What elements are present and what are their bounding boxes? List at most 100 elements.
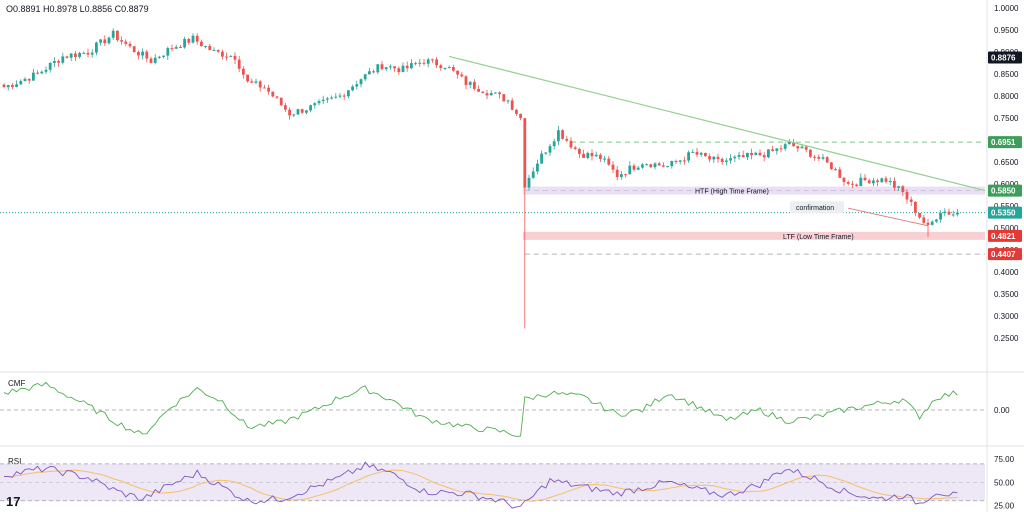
candle-body (737, 155, 741, 157)
candle-body (435, 59, 438, 66)
candle-body (137, 51, 140, 56)
candle-body (863, 177, 867, 181)
candle-body (158, 56, 161, 58)
candle-body (99, 39, 102, 43)
candle-body (867, 180, 871, 184)
ltf-zone (522, 231, 985, 240)
candle-body (212, 49, 216, 51)
candle-body (48, 62, 52, 70)
annotation-confirmation: confirmation (796, 205, 834, 212)
candle-body (704, 152, 707, 157)
candle-body (330, 97, 333, 99)
cmf-title: CMF (8, 379, 25, 388)
candle-body (124, 41, 128, 44)
candle-body (930, 221, 934, 225)
candle-body (229, 55, 233, 57)
candle-body (431, 59, 434, 61)
candle-body (783, 144, 787, 149)
candle-body (82, 52, 86, 54)
candle-body (796, 146, 800, 149)
confirmation-label-box (790, 201, 844, 214)
candle-body (368, 71, 371, 75)
candle-body (485, 93, 489, 96)
candle-body (548, 146, 552, 153)
candle-body (279, 97, 283, 106)
candle-body (183, 38, 186, 48)
candle-body (561, 130, 564, 139)
candle-body (90, 52, 94, 55)
candle-body (145, 51, 149, 59)
candle-body (74, 53, 77, 57)
candle-body (305, 110, 308, 113)
candle-body (586, 152, 590, 158)
candle-body (473, 81, 476, 89)
candle-body (288, 109, 291, 116)
candle-body (573, 147, 577, 149)
candle-body (510, 100, 514, 110)
candle-body (107, 37, 111, 44)
candle-body (779, 148, 783, 150)
candle-body (284, 105, 287, 110)
candle-body (746, 152, 749, 158)
candle-body (893, 180, 896, 188)
candle-body (149, 58, 153, 63)
price-tick-label: 0.8000 (994, 92, 1019, 101)
candle-body (321, 99, 325, 102)
candle-body (531, 171, 535, 178)
candle-body (678, 160, 682, 162)
candle-body (603, 158, 606, 160)
candle-body (733, 156, 737, 159)
candle-body (498, 92, 501, 95)
candle-body (901, 186, 905, 193)
candle-body (859, 177, 863, 187)
candle-body (481, 91, 485, 94)
candle-body (237, 59, 241, 69)
candle-body (632, 165, 636, 170)
candle-body (258, 81, 262, 88)
candle-body (439, 65, 443, 69)
candle-body (250, 81, 254, 83)
candle-body (788, 142, 791, 145)
candle-body (519, 113, 522, 119)
candle-body (128, 43, 132, 47)
candle-body (830, 162, 833, 170)
rsi-series-line (3, 461, 958, 509)
ohlc-high: H0.8978 (43, 4, 78, 14)
candle-body (405, 65, 409, 69)
candle-body (317, 101, 321, 104)
candle-body (468, 81, 472, 85)
candle-body (649, 164, 653, 168)
candle-body (263, 87, 266, 89)
candle-body (767, 149, 770, 158)
candle-body (666, 166, 669, 168)
candle-body (19, 81, 23, 85)
candle-body (691, 151, 695, 153)
candle-body (187, 38, 191, 43)
level-tag-0.4821-bg (988, 229, 1022, 242)
candle-body (653, 163, 657, 168)
candle-body (813, 156, 816, 158)
current-price-tag-bg (988, 206, 1022, 219)
candle-body (494, 92, 497, 94)
candle-body (804, 146, 808, 150)
ohlc-low: L0.8856 (79, 4, 113, 14)
candle-body (674, 160, 678, 162)
price-tick-label: 0.5500 (994, 202, 1019, 211)
candle-body (506, 100, 510, 102)
candle-body (116, 30, 119, 41)
candle-body (32, 72, 35, 81)
candle-body (909, 199, 913, 202)
candle-body (292, 114, 296, 116)
candle-body (347, 90, 350, 97)
candle-body (170, 48, 174, 50)
candle-body (242, 68, 245, 75)
price-tick-label: 0.3500 (994, 290, 1019, 299)
candle-body (27, 78, 31, 81)
candle-body (393, 66, 396, 69)
candle-body (876, 180, 879, 183)
rsi-tick-label: 75.00 (994, 455, 1015, 464)
candle-body (132, 46, 136, 52)
candle-body (422, 62, 426, 64)
candle-body (771, 149, 774, 152)
